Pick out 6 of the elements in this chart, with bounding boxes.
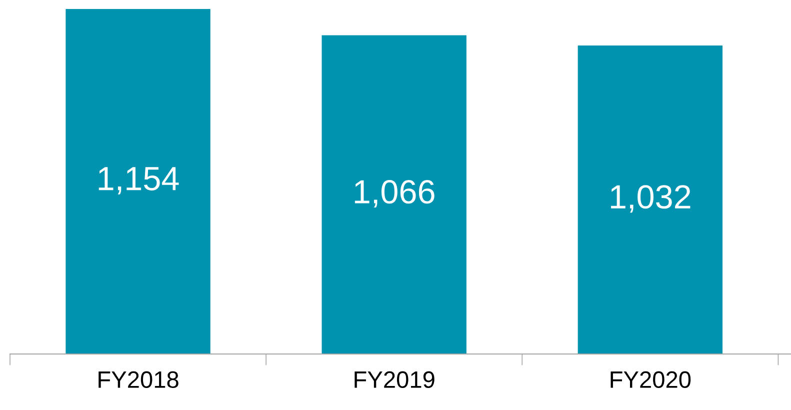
- data-label: 1,032: [611, 185, 690, 213]
- data-label: 1,066: [354, 180, 434, 208]
- x-tick-label: FY2019: [354, 371, 434, 388]
- x-tick-label: FY2020: [610, 371, 691, 388]
- x-tick-label: FY2018: [98, 371, 178, 388]
- data-label: 1,154: [98, 167, 179, 194]
